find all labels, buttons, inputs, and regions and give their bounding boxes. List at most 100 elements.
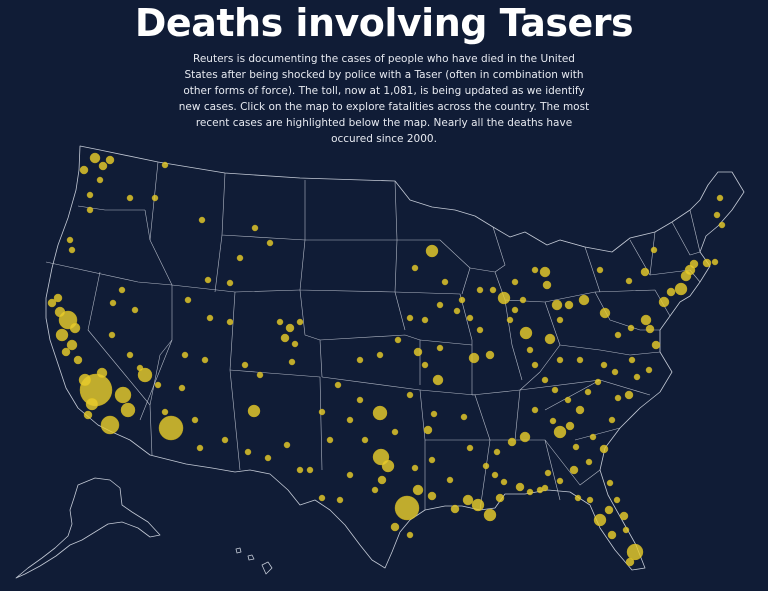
case-marker[interactable]: [161, 161, 169, 169]
case-marker[interactable]: [536, 486, 544, 494]
case-marker[interactable]: [421, 316, 429, 324]
case-marker[interactable]: [109, 299, 117, 307]
case-marker[interactable]: [716, 194, 724, 202]
case-marker[interactable]: [66, 236, 74, 244]
case-marker[interactable]: [551, 299, 563, 311]
case-marker[interactable]: [519, 326, 533, 340]
case-marker[interactable]: [556, 356, 564, 364]
case-marker[interactable]: [482, 462, 490, 470]
case-marker[interactable]: [645, 324, 655, 334]
case-marker[interactable]: [511, 306, 519, 314]
case-marker[interactable]: [413, 347, 423, 357]
case-marker[interactable]: [539, 266, 551, 278]
case-marker[interactable]: [285, 323, 295, 333]
case-marker[interactable]: [346, 471, 354, 479]
case-marker[interactable]: [296, 318, 304, 326]
case-marker[interactable]: [390, 522, 400, 532]
case-marker[interactable]: [515, 482, 525, 492]
case-marker[interactable]: [421, 361, 429, 369]
case-marker[interactable]: [586, 496, 594, 504]
case-marker[interactable]: [336, 496, 344, 504]
case-marker[interactable]: [606, 479, 614, 487]
case-marker[interactable]: [158, 415, 184, 441]
case-marker[interactable]: [713, 211, 721, 219]
case-marker[interactable]: [549, 417, 557, 425]
case-marker[interactable]: [181, 351, 189, 359]
case-marker[interactable]: [608, 416, 616, 424]
case-marker[interactable]: [118, 286, 126, 294]
case-marker[interactable]: [406, 531, 414, 539]
case-marker[interactable]: [391, 428, 399, 436]
case-marker[interactable]: [594, 378, 602, 386]
case-marker[interactable]: [184, 296, 192, 304]
case-marker[interactable]: [613, 496, 621, 504]
case-marker[interactable]: [569, 465, 579, 475]
case-marker[interactable]: [466, 314, 474, 322]
case-marker[interactable]: [266, 239, 274, 247]
case-marker[interactable]: [593, 513, 607, 527]
case-marker[interactable]: [666, 287, 676, 297]
case-marker[interactable]: [372, 405, 388, 421]
case-marker[interactable]: [485, 350, 495, 360]
case-marker[interactable]: [98, 161, 108, 171]
case-marker[interactable]: [441, 278, 449, 286]
case-marker[interactable]: [633, 373, 641, 381]
case-marker[interactable]: [73, 355, 83, 365]
case-marker[interactable]: [280, 333, 290, 343]
case-marker[interactable]: [69, 322, 81, 334]
case-marker[interactable]: [247, 404, 261, 418]
case-marker[interactable]: [614, 394, 622, 402]
case-marker[interactable]: [526, 488, 534, 496]
case-marker[interactable]: [326, 436, 334, 444]
case-marker[interactable]: [599, 444, 609, 454]
case-marker[interactable]: [381, 459, 395, 473]
case-marker[interactable]: [640, 267, 650, 277]
case-marker[interactable]: [624, 390, 634, 400]
case-marker[interactable]: [318, 408, 326, 416]
case-marker[interactable]: [614, 331, 622, 339]
case-marker[interactable]: [526, 346, 534, 354]
case-marker[interactable]: [640, 314, 652, 326]
case-marker[interactable]: [651, 340, 661, 350]
case-marker[interactable]: [453, 307, 461, 315]
case-marker[interactable]: [574, 494, 582, 502]
case-marker[interactable]: [136, 364, 144, 372]
case-marker[interactable]: [85, 397, 99, 411]
case-marker[interactable]: [604, 505, 614, 515]
case-marker[interactable]: [645, 366, 653, 374]
case-marker[interactable]: [96, 367, 108, 379]
case-marker[interactable]: [553, 425, 567, 439]
case-marker[interactable]: [531, 266, 539, 274]
case-marker[interactable]: [78, 373, 92, 387]
case-marker[interactable]: [466, 444, 474, 452]
case-marker[interactable]: [436, 344, 444, 352]
case-marker[interactable]: [450, 504, 460, 514]
case-marker[interactable]: [120, 402, 136, 418]
case-marker[interactable]: [584, 388, 592, 396]
case-marker[interactable]: [556, 477, 564, 485]
case-marker[interactable]: [161, 408, 169, 416]
case-marker[interactable]: [346, 416, 354, 424]
case-marker[interactable]: [600, 361, 608, 369]
case-marker[interactable]: [53, 293, 63, 303]
case-marker[interactable]: [471, 498, 485, 512]
case-marker[interactable]: [458, 296, 466, 304]
case-marker[interactable]: [86, 206, 94, 214]
case-marker[interactable]: [108, 331, 116, 339]
case-marker[interactable]: [83, 410, 93, 420]
case-marker[interactable]: [394, 336, 402, 344]
case-marker[interactable]: [625, 557, 635, 567]
case-marker[interactable]: [425, 244, 439, 258]
case-marker[interactable]: [589, 433, 597, 441]
case-marker[interactable]: [500, 478, 508, 486]
case-marker[interactable]: [564, 396, 572, 404]
case-marker[interactable]: [206, 314, 214, 322]
case-marker[interactable]: [126, 351, 134, 359]
case-marker[interactable]: [356, 396, 364, 404]
case-marker[interactable]: [256, 371, 264, 379]
case-marker[interactable]: [283, 441, 291, 449]
case-marker[interactable]: [519, 431, 531, 443]
case-marker[interactable]: [627, 324, 635, 332]
case-marker[interactable]: [626, 543, 644, 561]
